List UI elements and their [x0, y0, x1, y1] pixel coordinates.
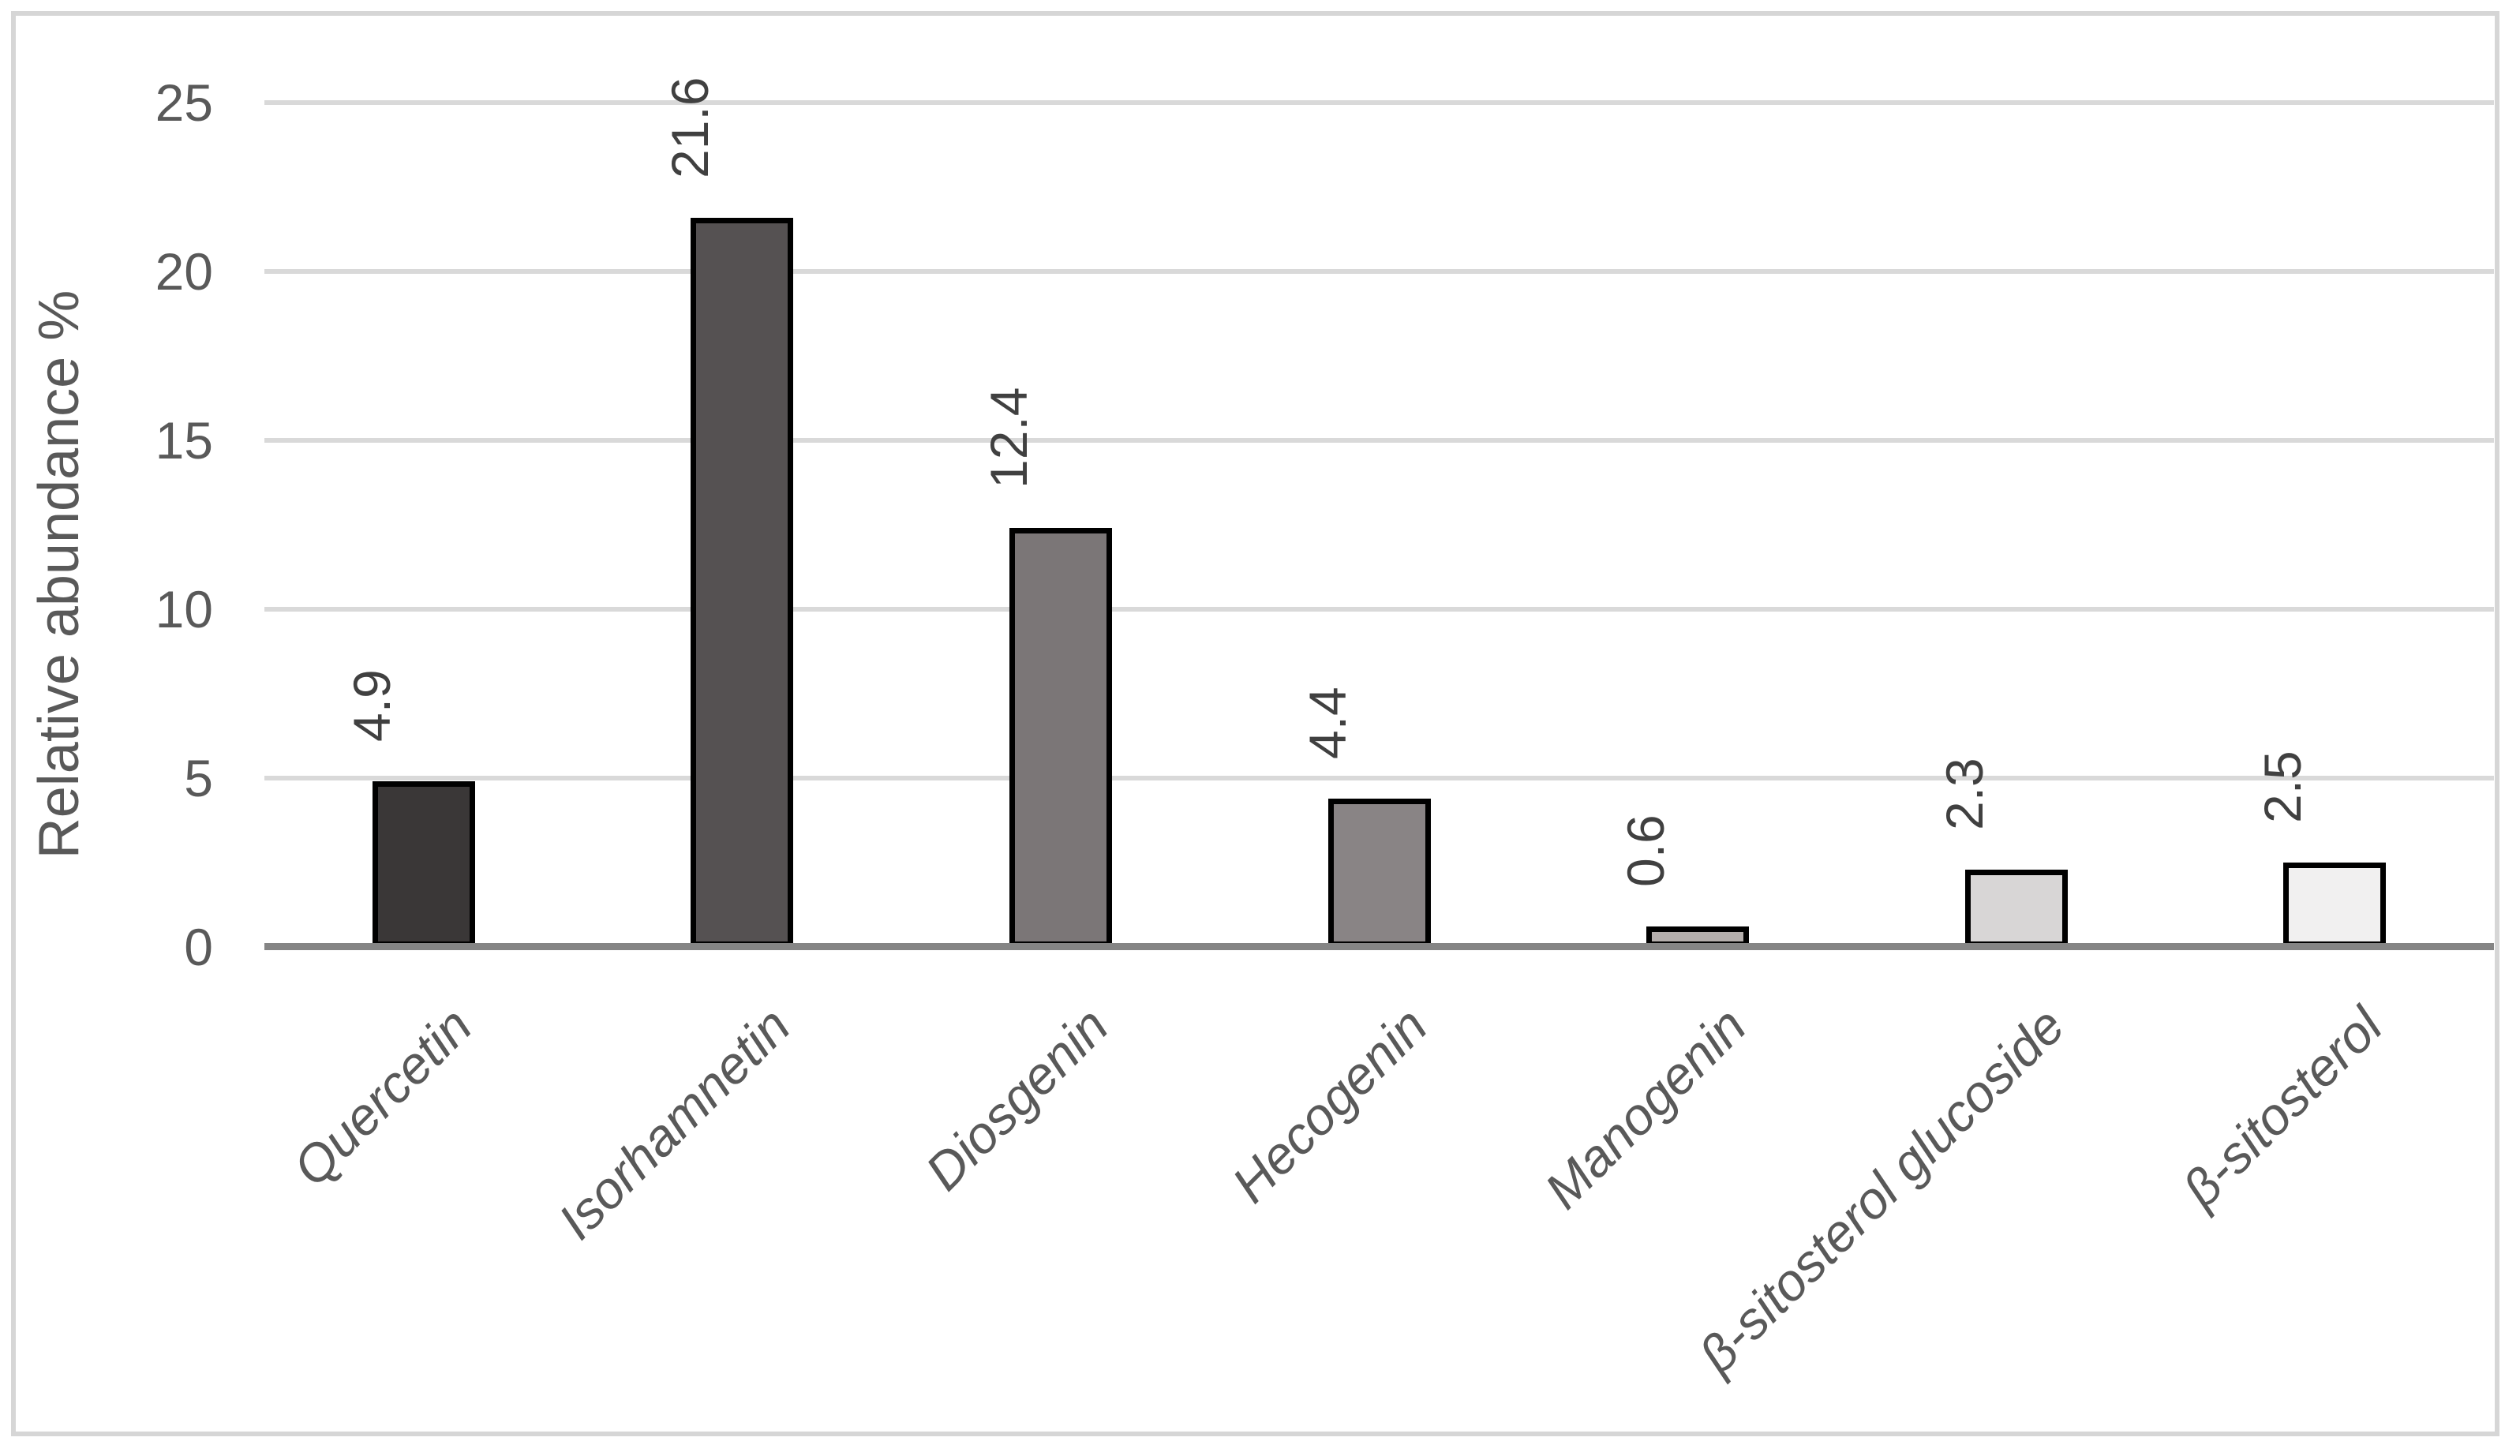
data-label-β-sitosterol: 2.5 [2253, 750, 2312, 823]
y-axis-tick-labels: 0 5 10 15 20 25 [0, 0, 213, 1456]
x-label-slot: Diosgenin [901, 947, 1220, 1436]
bar-Diosgenin [1009, 528, 1112, 947]
bar-slot: 2.5 [2175, 103, 2494, 947]
x-axis-category-labels: Quercetin Isorhamnetin Diosgenin Hecogenin M… [264, 947, 2494, 1436]
bar-slot: 4.9 [264, 103, 583, 947]
y-axis-title: Relative abundance % [28, 290, 91, 859]
bar-β-sitosterol glucoside [1964, 869, 2068, 947]
bar-Hecogenin [1327, 798, 1431, 947]
x-category-label-Diosgenin: Diosgenin [914, 996, 1120, 1202]
data-label-Diosgenin: 12.4 [979, 387, 1038, 489]
data-label-Isorhamnetin: 21.6 [661, 77, 720, 178]
x-label-slot: Hecogenin [1220, 947, 1539, 1436]
x-label-slot: Quercetin [264, 947, 583, 1436]
bar-β-sitosterol [2283, 863, 2387, 947]
y-tick-label-5: 5 [184, 749, 213, 807]
bar-slot: 4.4 [1220, 103, 1539, 947]
bars-row: 4.9 21.6 12.4 4.4 0.6 2.3 2.5 [264, 77, 2494, 947]
x-label-slot: β-sitosterol [2171, 947, 2494, 1436]
data-label-β-sitosterol glucoside: 2.3 [1934, 757, 1994, 830]
y-tick-label-10: 10 [155, 580, 213, 638]
x-label-slot: Isorhamnetin [547, 947, 902, 1436]
x-category-label-Quercetin: Quercetin [281, 996, 483, 1197]
x-category-label-Manogenin: Manogenin [1533, 996, 1757, 1220]
x-label-slot: Manogenin [1533, 947, 1857, 1436]
y-tick-label-25: 25 [155, 73, 213, 132]
bar-slot: 21.6 [583, 77, 902, 947]
x-axis-line [264, 943, 2494, 950]
x-label-slot: β-sitosterol glucoside [1687, 947, 2176, 1436]
bar-slot: 0.6 [1538, 103, 1857, 947]
y-tick-label-20: 20 [155, 242, 213, 301]
x-category-label-Hecogenin: Hecogenin [1220, 996, 1439, 1214]
x-category-label-β-sitosterol: β-sitosterol [2171, 996, 2394, 1218]
bar-slot: 12.4 [901, 103, 1220, 947]
bar-slot: 2.3 [1857, 103, 2176, 947]
data-label-Hecogenin: 4.4 [1297, 686, 1357, 759]
data-label-Manogenin: 0.6 [1616, 814, 1676, 888]
x-category-label-Isorhamnetin: Isorhamnetin [546, 996, 801, 1251]
plot-area: 4.9 21.6 12.4 4.4 0.6 2.3 2.5 [264, 77, 2494, 950]
bar-Isorhamnetin [691, 217, 794, 947]
y-tick-label-15: 15 [155, 411, 213, 470]
bar-Quercetin [372, 781, 475, 947]
y-tick-label-0: 0 [184, 918, 213, 976]
data-label-Quercetin: 4.9 [342, 669, 401, 743]
